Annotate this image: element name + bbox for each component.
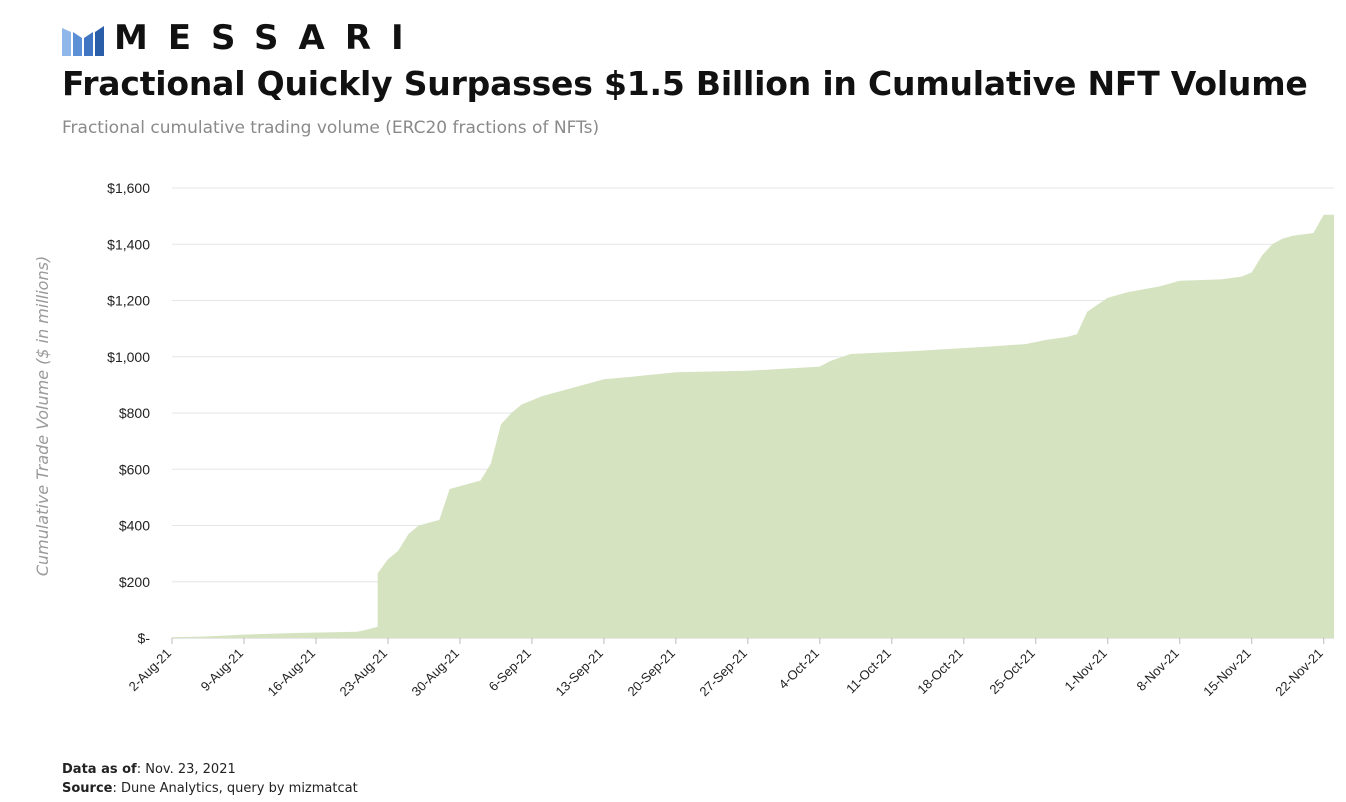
y-axis-label: Cumulative Trade Volume ($ in millions) [33, 256, 52, 576]
y-tick-label: $1,000 [107, 349, 150, 365]
cumulative-volume-area [172, 214, 1334, 638]
x-tick-label: 11-Oct-21 [843, 646, 894, 697]
x-tick-label: 23-Aug-21 [337, 646, 391, 700]
source-label: Source [62, 781, 113, 796]
x-tick-label: 6-Sep-21 [486, 646, 534, 694]
x-tick-label: 20-Sep-21 [624, 646, 678, 700]
x-tick-label: 16-Aug-21 [265, 646, 319, 700]
data-as-of-label: Data as of [62, 762, 137, 777]
chart-subtitle: Fractional cumulative trading volume (ER… [62, 118, 600, 138]
y-tick-label: $1,400 [107, 236, 150, 252]
data-as-of-value: : Nov. 23, 2021 [136, 762, 236, 777]
y-tick-label: $- [138, 630, 151, 646]
brand-wordmark: MESSARI [114, 18, 424, 58]
source-note: Source: Dune Analytics, query by mizmatc… [62, 779, 358, 798]
area-chart: $- $200 $400 $600 $800 $1,000 $1,200 $1,400 $1,6… [33, 180, 1334, 699]
x-tick-label: 2-Aug-21 [126, 646, 174, 694]
x-tick-label: 8-Nov-21 [1133, 646, 1181, 694]
x-tick-label: 22-Nov-21 [1272, 646, 1326, 700]
x-axis-ticks: 2-Aug-21 9-Aug-21 16-Aug-21 23-Aug-21 30-Aug… [126, 638, 1326, 699]
chart-title: Fractional Quickly Surpasses $1.5 Billio… [62, 64, 1308, 103]
source-value: : Dune Analytics, query by mizmatcat [112, 781, 358, 796]
y-tick-label: $400 [119, 518, 150, 534]
footer: Data as of: Nov. 23, 2021 Source: Dune A… [62, 760, 358, 798]
y-axis-ticks: $- $200 $400 $600 $800 $1,000 $1,200 $1,400 $1,6… [107, 180, 150, 646]
brand-logo: MESSARI [62, 20, 424, 56]
x-tick-label: 13-Sep-21 [552, 646, 606, 700]
x-tick-label: 25-Oct-21 [986, 646, 1037, 697]
y-tick-label: $1,200 [107, 293, 150, 309]
y-tick-label: $1,600 [107, 180, 150, 196]
x-tick-label: 30-Aug-21 [409, 646, 463, 700]
x-tick-label: 15-Nov-21 [1200, 646, 1254, 700]
data-as-of: Data as of: Nov. 23, 2021 [62, 760, 358, 779]
y-tick-label: $200 [119, 574, 150, 590]
x-tick-label: 9-Aug-21 [198, 646, 246, 694]
x-tick-label: 1-Nov-21 [1061, 646, 1109, 694]
y-tick-label: $600 [119, 461, 150, 477]
x-tick-label: 4-Oct-21 [776, 646, 822, 692]
x-tick-label: 18-Oct-21 [914, 646, 965, 697]
x-tick-label: 27-Sep-21 [696, 646, 750, 700]
messari-logo-icon [62, 26, 104, 56]
y-tick-label: $800 [119, 405, 150, 421]
